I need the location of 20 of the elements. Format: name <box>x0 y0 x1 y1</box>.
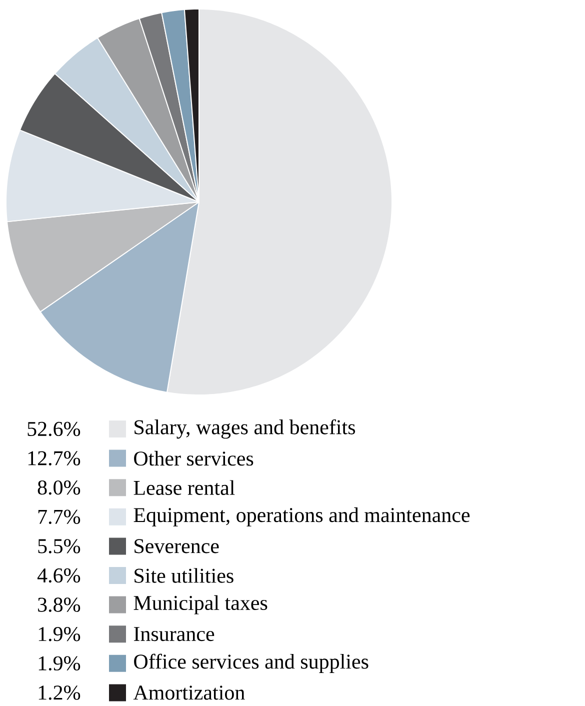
data-label: 4.6% <box>37 568 80 583</box>
data-label: 5.5% <box>38 539 80 554</box>
data-label: 8.0% <box>38 480 80 495</box>
legend-label: Equipment, operations and maintenance <box>134 507 470 526</box>
data-label: 3.8% <box>38 598 80 612</box>
data-label: 7.7% <box>38 510 80 524</box>
legend-label: Salary, wages and benefits <box>134 419 356 439</box>
data-label: 12.7% <box>28 451 80 466</box>
data-label: 1.9% <box>38 656 80 671</box>
legend-label: Insurance <box>134 627 214 642</box>
legend-label: Amortization <box>133 686 245 700</box>
legend-label: Other services <box>134 450 254 466</box>
legend-label: Lease rental <box>134 480 235 495</box>
legend-label: Severence <box>134 539 219 554</box>
data-label: 1.9% <box>38 626 80 642</box>
data-label: 52.6% <box>28 422 80 436</box>
legend-label: Site utilities <box>134 568 234 583</box>
legend-label: Municipal taxes <box>134 595 268 614</box>
legend-label: Office services and supplies <box>134 654 368 674</box>
data-label: 1.2% <box>38 686 80 700</box>
